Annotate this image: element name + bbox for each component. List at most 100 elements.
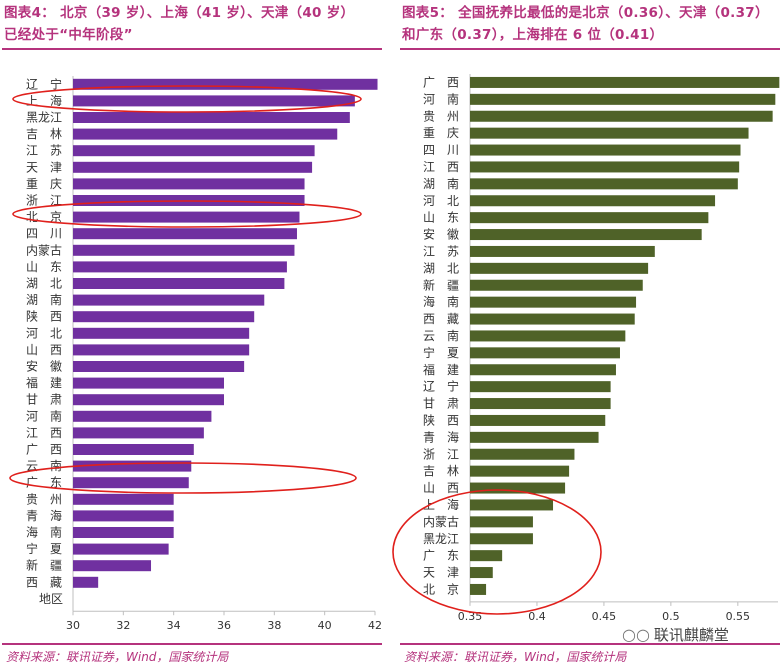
right-category-label: 河 南 xyxy=(423,91,459,106)
left-bar xyxy=(73,477,189,489)
right-bar xyxy=(470,110,773,122)
left-source-divider xyxy=(2,643,382,645)
right-x-tick-label: 0.4 xyxy=(528,610,546,623)
left-category-label: 山 东 xyxy=(26,260,62,274)
right-category-label: 新 疆 xyxy=(423,277,459,292)
left-bar xyxy=(73,377,224,389)
right-bar xyxy=(470,465,570,477)
right-category-label: 江 西 xyxy=(423,160,459,174)
right-category-label: 海 南 xyxy=(423,294,459,309)
left-bar xyxy=(73,361,245,372)
left-category-label: 陕 西 xyxy=(26,309,62,324)
left-category-label: 重 庆 xyxy=(26,177,62,191)
right-bar xyxy=(470,178,738,190)
right-category-label: 湖 南 xyxy=(423,176,459,191)
left-bar xyxy=(73,145,315,157)
right-title-line2: 和广东（0.37），上海排在 6 位（0.41） xyxy=(402,27,664,43)
watermark: ○○ 联讯麒麟堂 xyxy=(622,624,729,645)
left-category-label: 湖 南 xyxy=(26,292,62,307)
left-bar xyxy=(73,394,224,406)
left-bar xyxy=(73,327,250,339)
right-bar xyxy=(470,212,709,224)
left-title-line2: 已经处于“中年阶段” xyxy=(4,27,133,43)
left-x-tick-label: 30 xyxy=(66,619,80,632)
left-category-label: 山 西 xyxy=(26,343,62,357)
left-bar xyxy=(73,344,250,356)
right-bar xyxy=(470,262,649,274)
left-bar xyxy=(73,410,212,422)
right-category-label: 广 西 xyxy=(423,75,459,89)
right-bar xyxy=(470,398,611,410)
right-category-label: 北 京 xyxy=(423,582,459,596)
right-category-label: 陕 西 xyxy=(423,412,459,427)
left-bar xyxy=(73,510,174,522)
left-bar xyxy=(73,261,287,273)
left-bar xyxy=(73,128,338,140)
right-bar xyxy=(470,229,702,241)
left-bar xyxy=(73,78,378,90)
left-bar xyxy=(73,543,169,555)
left-x-tick-label: 38 xyxy=(267,619,281,632)
left-highlight-ellipse xyxy=(9,462,357,494)
right-category-label: 贵 州 xyxy=(423,109,459,123)
right-bar xyxy=(470,567,493,579)
left-category-label: 云 南 xyxy=(26,458,62,473)
right-bar xyxy=(470,482,566,494)
left-bar xyxy=(73,294,265,306)
right-bar xyxy=(470,583,487,595)
left-source-note: 资料来源：联讯证券，Wind，国家统计局 xyxy=(6,650,229,664)
right-category-label: 四 川 xyxy=(423,143,459,157)
left-bar xyxy=(73,444,194,455)
left-category-label: 甘 肃 xyxy=(26,393,62,407)
right-bar xyxy=(470,330,626,342)
left-x-tick-label: 36 xyxy=(217,619,231,632)
right-category-label: 江 苏 xyxy=(423,244,459,258)
left-x-tick-label: 40 xyxy=(318,619,332,632)
right-x-tick-label: 0.5 xyxy=(662,610,680,623)
left-bar xyxy=(73,112,350,123)
right-category-label: 安 徽 xyxy=(423,227,459,242)
right-category-label: 青 海 xyxy=(423,429,459,444)
right-bar xyxy=(470,499,554,511)
left-category-label: 江 西 xyxy=(26,426,62,440)
left-bar xyxy=(73,211,300,223)
left-category-label: 吉 林 xyxy=(26,127,62,141)
left-x-tick-label: 32 xyxy=(116,619,130,632)
right-source-note: 资料来源：联讯证券，Wind，国家统计局 xyxy=(404,650,627,664)
right-bar xyxy=(470,76,780,88)
right-bar xyxy=(470,347,620,359)
right-bar xyxy=(470,144,741,156)
watermark-text: 联讯麒麟堂 xyxy=(653,626,729,644)
right-category-label: 黑龙江 xyxy=(423,532,459,546)
left-bar xyxy=(73,560,152,572)
right-chart-title: 图表5： 全国抚养比最低的是北京（0.36）、天津（0.37） 和广东（0.37… xyxy=(402,2,769,46)
right-category-label: 上 海 xyxy=(423,497,459,512)
wechat-icon: ○○ xyxy=(622,625,650,644)
left-category-label: 宁 夏 xyxy=(26,541,62,556)
right-category-label: 吉 林 xyxy=(423,464,459,478)
right-x-tick-label: 0.55 xyxy=(726,610,751,623)
right-category-label: 山 东 xyxy=(423,211,459,225)
right-bar xyxy=(470,533,533,545)
left-category-label: 福 建 xyxy=(26,375,62,390)
right-bar xyxy=(470,431,599,443)
left-category-label: 海 南 xyxy=(26,525,62,540)
left-category-label: 天 津 xyxy=(26,160,62,174)
left-bar xyxy=(73,460,192,472)
left-bar xyxy=(73,311,255,323)
right-category-label: 湖 北 xyxy=(423,260,459,275)
left-bar xyxy=(73,95,355,107)
left-category-label: 四 川 xyxy=(26,227,62,241)
left-category-label: 内蒙古 xyxy=(26,242,62,257)
right-bar xyxy=(470,448,575,460)
right-bar xyxy=(470,550,503,562)
left-x-tick-label: 34 xyxy=(167,619,181,632)
left-category-label: 新 疆 xyxy=(26,558,62,573)
right-title-divider xyxy=(400,48,780,50)
right-bar xyxy=(470,279,643,291)
right-bar xyxy=(470,364,616,376)
right-category-label: 重 庆 xyxy=(423,126,459,140)
left-category-axis-title: 地区 xyxy=(39,592,63,606)
left-highlight-ellipse xyxy=(12,200,362,228)
